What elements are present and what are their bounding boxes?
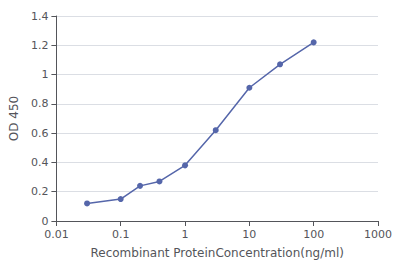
svg-text:0.4: 0.4 [31, 156, 49, 169]
svg-text:1.2: 1.2 [31, 39, 49, 52]
svg-text:1000: 1000 [364, 228, 392, 241]
svg-text:Recombinant ProteinConcentrati: Recombinant ProteinConcentration(ng/ml) [90, 246, 343, 260]
svg-text:0: 0 [41, 215, 48, 228]
svg-text:0.2: 0.2 [31, 185, 49, 198]
svg-text:OD 450: OD 450 [7, 96, 21, 141]
svg-text:0.6: 0.6 [31, 127, 49, 140]
svg-text:10: 10 [242, 228, 256, 241]
svg-text:100: 100 [303, 228, 324, 241]
svg-text:1: 1 [41, 68, 48, 81]
svg-text:0.01: 0.01 [44, 228, 69, 241]
svg-text:0.1: 0.1 [112, 228, 130, 241]
svg-text:0.8: 0.8 [31, 97, 49, 110]
svg-text:1: 1 [182, 228, 189, 241]
svg-text:1.4: 1.4 [31, 10, 49, 23]
